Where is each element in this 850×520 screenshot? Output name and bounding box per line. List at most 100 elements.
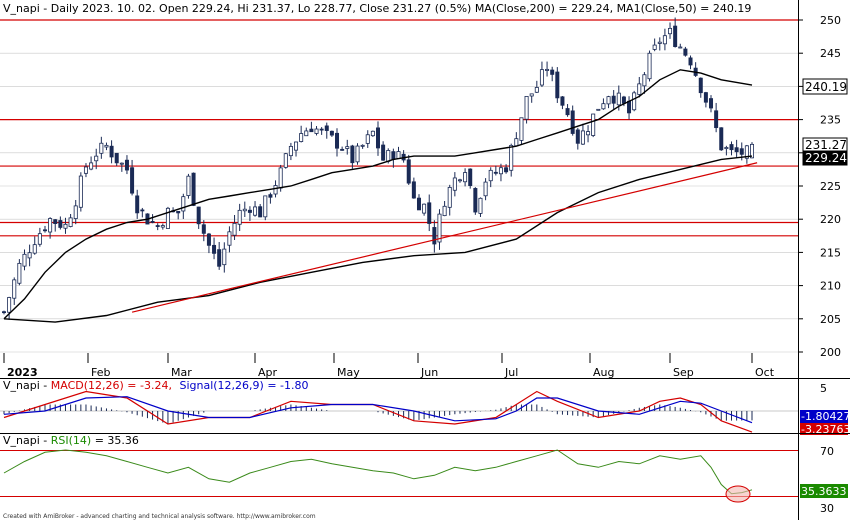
ma50-badge-text: 240.19: [805, 80, 847, 94]
candle-down: [504, 167, 509, 173]
candle-up: [360, 144, 365, 147]
candle-up: [750, 143, 755, 159]
candle-down: [411, 181, 416, 199]
candle-down: [550, 69, 555, 75]
candle-up: [545, 68, 550, 71]
candle-up: [632, 92, 637, 111]
candle-down: [58, 220, 63, 228]
close-badge-text: 231.27: [805, 138, 847, 152]
candle-up: [457, 179, 462, 182]
date-tick-label: Oct: [755, 366, 775, 379]
candle-up: [355, 145, 360, 163]
date-tick-label: May: [337, 366, 360, 379]
candle-up: [63, 223, 68, 229]
candle-up: [647, 52, 652, 80]
candle-down: [42, 229, 47, 232]
candle-down: [688, 57, 693, 66]
candle-up: [294, 141, 299, 151]
price-tick-label: 200: [820, 346, 841, 359]
candle-down: [324, 125, 329, 131]
candle-up: [539, 69, 544, 86]
candle-up: [488, 169, 493, 182]
candle-down: [191, 172, 196, 206]
candle-down: [109, 145, 114, 158]
candle-up: [22, 253, 27, 267]
price-candles: [2, 17, 755, 320]
candle-up: [37, 233, 42, 245]
candle-down: [432, 227, 437, 245]
macd-panel-label: V_napi - MACD(12,26) = -3.24, Signal(12,…: [3, 379, 309, 392]
candle-down: [335, 132, 340, 149]
signal-line: [3, 396, 753, 424]
candle-up: [283, 153, 288, 168]
rsi-label-name: RSI(14): [51, 434, 91, 447]
macd-label-macd: MACD(12,26) = -3.24,: [51, 379, 172, 392]
candle-up: [724, 147, 729, 150]
ma50-line: [3, 69, 753, 320]
candle-down: [196, 206, 201, 225]
candle-up: [89, 162, 94, 170]
date-tick-label: Mar: [171, 366, 192, 379]
candle-up: [181, 196, 186, 212]
candle-down: [217, 249, 222, 267]
candle-down: [406, 159, 411, 184]
candle-up: [12, 279, 17, 299]
trendline: [131, 162, 758, 313]
candle-up: [227, 231, 232, 246]
macd-badge: -3.23763: [800, 423, 850, 436]
candle-up: [232, 222, 237, 236]
ma200-line: [3, 155, 753, 323]
candle-up: [78, 175, 83, 208]
price-tick-label: 215: [820, 246, 841, 259]
candle-down: [703, 92, 708, 103]
price-panel: 200205210215220225230235240245250 2023Fe…: [0, 0, 850, 379]
date-x-axis: 2023 Feb Mar Apr May Jun Jul Aug Sep Oct: [3, 353, 775, 379]
candle-down: [719, 127, 724, 151]
candle-up: [7, 297, 12, 313]
support-resistance-lines: [0, 19, 798, 237]
candle-down: [565, 108, 570, 116]
candle-up: [160, 225, 165, 228]
candle-up: [365, 134, 370, 144]
rsi-label-value: = 35.36: [95, 434, 139, 447]
candle-down: [247, 209, 252, 213]
candle-down: [381, 144, 386, 161]
candle-down: [135, 195, 140, 214]
date-tick-label: Sep: [673, 366, 694, 379]
macd-label-ticker: V_napi -: [3, 379, 51, 392]
candle-down: [155, 225, 160, 227]
candle-up: [119, 162, 124, 165]
macd-tick-5: 5: [820, 382, 827, 395]
signal-badge: -1.80427: [800, 410, 850, 423]
candle-up: [452, 177, 457, 191]
macd-label-signal: Signal(12,26,9) = -1.80: [179, 379, 308, 392]
candle-up: [478, 197, 483, 214]
candle-up: [253, 206, 258, 216]
candle-down: [416, 197, 421, 211]
candle-up: [48, 218, 53, 233]
candle-up: [345, 146, 350, 149]
candle-up: [314, 128, 319, 134]
footer-credit: Created with AmiBroker - advanced charti…: [3, 513, 316, 520]
date-tick-label: Feb: [91, 366, 110, 379]
candle-up: [580, 130, 585, 145]
candle-up: [442, 205, 447, 217]
macd-line: [3, 390, 753, 433]
rsi-badge-text: 35.3633: [801, 485, 847, 498]
candle-up: [422, 203, 427, 214]
price-panel-bg: [0, 0, 850, 378]
price-tick-label: 235: [820, 114, 841, 127]
candle-down: [627, 100, 632, 114]
date-tick-label: Aug: [593, 366, 614, 379]
price-tick-label: 205: [820, 313, 841, 326]
candle-up: [437, 213, 442, 243]
candle-up: [483, 181, 488, 197]
candle-up: [519, 117, 524, 141]
candle-up: [27, 252, 32, 259]
candle-up: [642, 74, 647, 87]
candle-up: [370, 130, 375, 137]
date-tick-label: Apr: [258, 366, 278, 379]
candle-down: [493, 171, 498, 174]
macd-panel: V_napi - MACD(12,26) = -3.24, Signal(12,…: [0, 379, 850, 436]
price-tick-label: 210: [820, 280, 841, 293]
